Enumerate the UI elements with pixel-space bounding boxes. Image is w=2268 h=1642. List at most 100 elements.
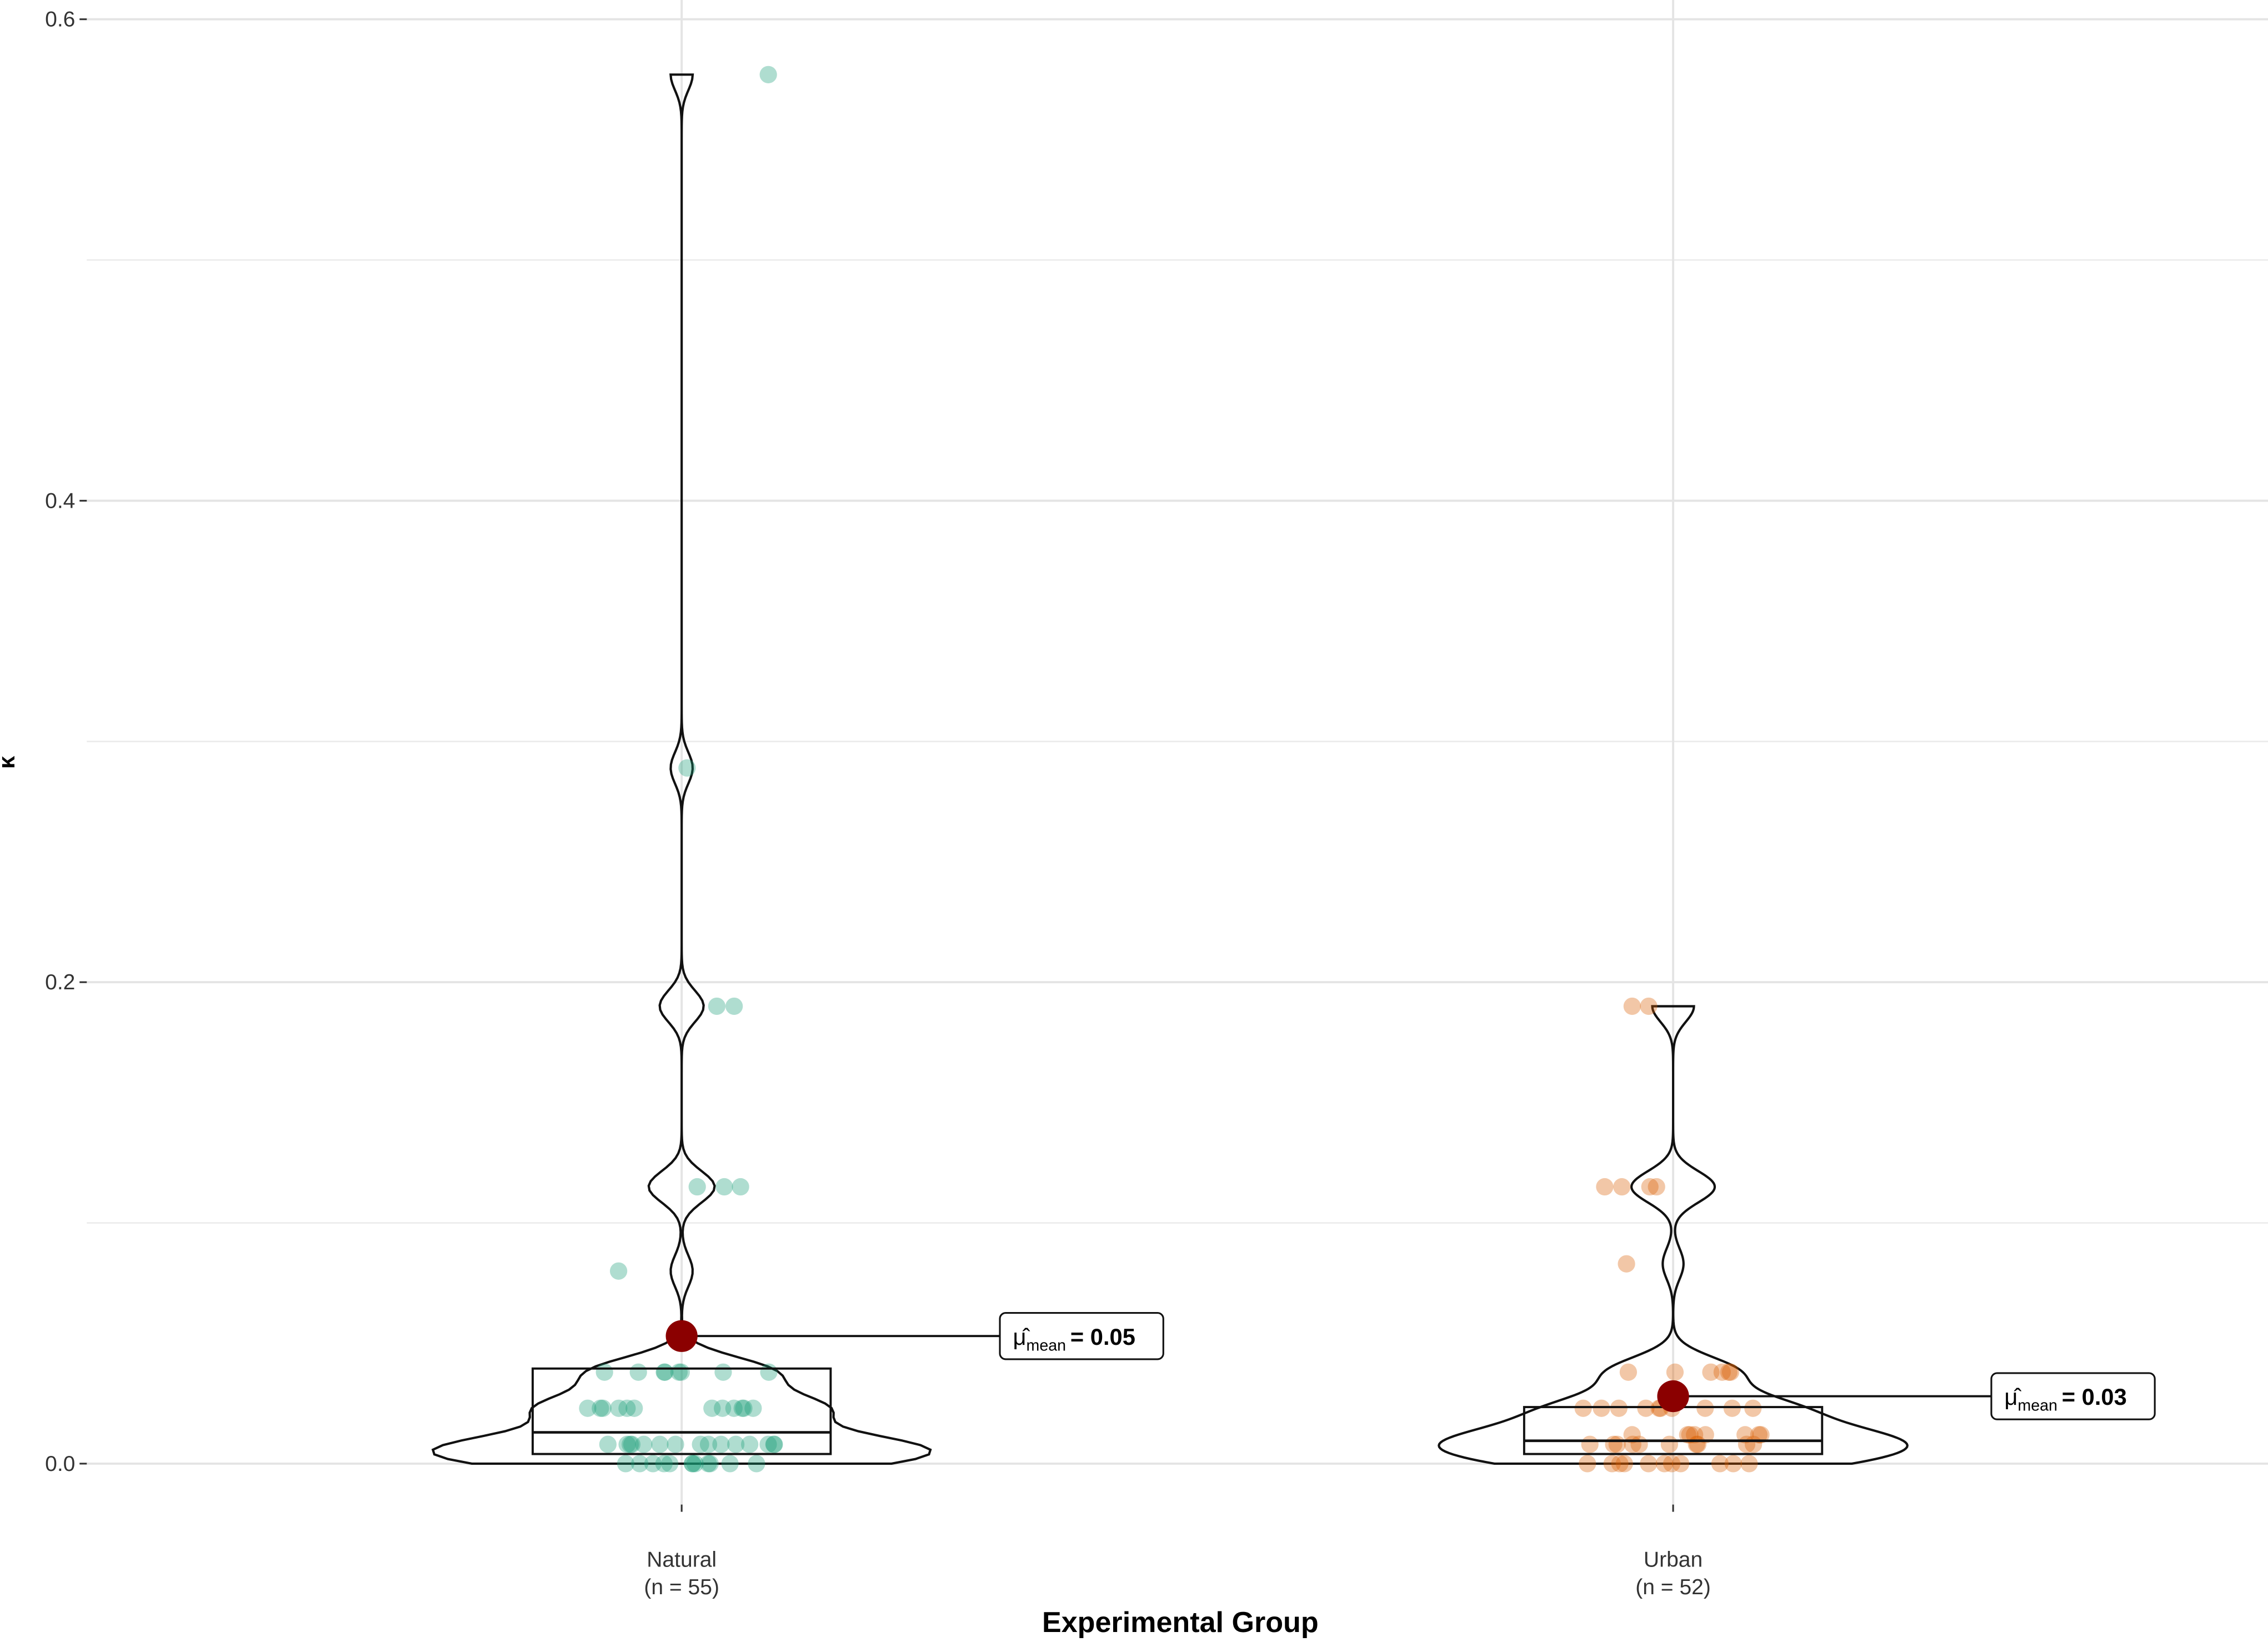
data-point [1744, 1435, 1763, 1453]
data-point [579, 1399, 597, 1417]
mean-point [1657, 1380, 1689, 1413]
data-point [1666, 1363, 1684, 1381]
data-point [1619, 1363, 1638, 1381]
data-point [1723, 1399, 1741, 1417]
x-axis-title: Experimental Group [1042, 1606, 1319, 1639]
data-point [618, 1399, 636, 1417]
mean-subscript: mean [1026, 1336, 1066, 1354]
data-point [644, 1455, 662, 1473]
data-point [1618, 1255, 1635, 1273]
mean-point [665, 1320, 698, 1352]
data-point [1671, 1455, 1690, 1473]
x-tick-label: Urban [1644, 1548, 1703, 1572]
data-point [1574, 1399, 1592, 1417]
data-point [765, 1435, 783, 1453]
data-point [1593, 1399, 1610, 1417]
data-point [667, 1435, 684, 1453]
x-tick-sublabel: (n = 55) [644, 1575, 719, 1599]
data-point [609, 1262, 628, 1280]
data-point [1713, 1363, 1731, 1381]
data-point [655, 1455, 673, 1473]
data-point [1640, 1455, 1658, 1473]
data-point [1724, 1455, 1742, 1473]
data-point [1648, 1178, 1665, 1196]
y-tick-label: 0.4 [45, 489, 75, 513]
data-point [1610, 1399, 1628, 1417]
y-tick-label: 0.0 [45, 1452, 75, 1476]
data-point [708, 997, 726, 1015]
x-tick-sublabel: (n = 52) [1635, 1575, 1711, 1599]
violin [1438, 1005, 1909, 1465]
data-point [740, 1435, 759, 1453]
data-point [759, 66, 777, 83]
data-point [1750, 1426, 1768, 1444]
data-point [621, 1435, 639, 1453]
mean-subscript: mean [2017, 1397, 2057, 1415]
violin [431, 73, 932, 1465]
data-point [1696, 1399, 1714, 1417]
mean-label-box [1990, 1372, 2156, 1420]
data-point [1711, 1455, 1729, 1473]
data-point [625, 1399, 643, 1417]
data-point [692, 1435, 709, 1453]
mean-label-box [999, 1311, 1164, 1360]
data-point [1640, 997, 1658, 1015]
data-point [1615, 1455, 1633, 1473]
data-point [1696, 1426, 1714, 1444]
data-point [744, 1399, 762, 1417]
data-point [618, 1435, 636, 1453]
data-point [661, 1455, 679, 1473]
data-point [714, 1363, 732, 1381]
data-point [1702, 1363, 1720, 1381]
data-point [701, 1455, 719, 1473]
data-point [1660, 1435, 1679, 1453]
data-point [1596, 1178, 1614, 1196]
data-point [732, 1178, 749, 1196]
data-point [599, 1435, 617, 1453]
data-point [592, 1399, 609, 1417]
data-point [1681, 1426, 1699, 1444]
data-point [1752, 1426, 1770, 1444]
data-point [1679, 1426, 1696, 1444]
data-point [699, 1455, 717, 1473]
data-point [759, 1435, 777, 1453]
data-point [595, 1363, 613, 1381]
data-point [1655, 1455, 1674, 1473]
data-point [727, 1435, 745, 1453]
x-tick-label: Natural [647, 1548, 717, 1572]
data-point [712, 1435, 730, 1453]
data-point [686, 1455, 704, 1473]
mean-label: μ̂mean = 0.05 [1013, 1324, 1135, 1354]
data-point [678, 759, 696, 777]
data-point [1630, 1435, 1648, 1453]
y-axis-title: κ [0, 755, 19, 769]
data-point [765, 1435, 783, 1453]
data-point [725, 997, 743, 1015]
box [532, 1367, 832, 1455]
data-point [1689, 1435, 1707, 1453]
data-point [748, 1455, 765, 1473]
data-point [1721, 1363, 1740, 1381]
data-point [688, 1178, 706, 1196]
data-point [1613, 1178, 1631, 1196]
y-tick-label: 0.6 [45, 8, 75, 32]
data-point [715, 1178, 733, 1196]
data-point [655, 1363, 673, 1381]
data-point [1740, 1455, 1758, 1473]
data-point [594, 1399, 612, 1417]
data-point [1611, 1455, 1629, 1473]
data-point [1686, 1426, 1704, 1444]
data-point [617, 1455, 635, 1473]
data-point [1603, 1455, 1621, 1473]
data-point [1581, 1435, 1599, 1453]
data-point [631, 1455, 649, 1473]
data-point [735, 1399, 753, 1417]
data-point [699, 1435, 718, 1453]
data-point [1744, 1399, 1762, 1417]
y-tick-label: 0.2 [45, 970, 75, 994]
data-point [703, 1399, 721, 1417]
data-point [1720, 1363, 1738, 1381]
data-point [714, 1399, 732, 1417]
mean-value: = 0.03 [2062, 1384, 2127, 1410]
